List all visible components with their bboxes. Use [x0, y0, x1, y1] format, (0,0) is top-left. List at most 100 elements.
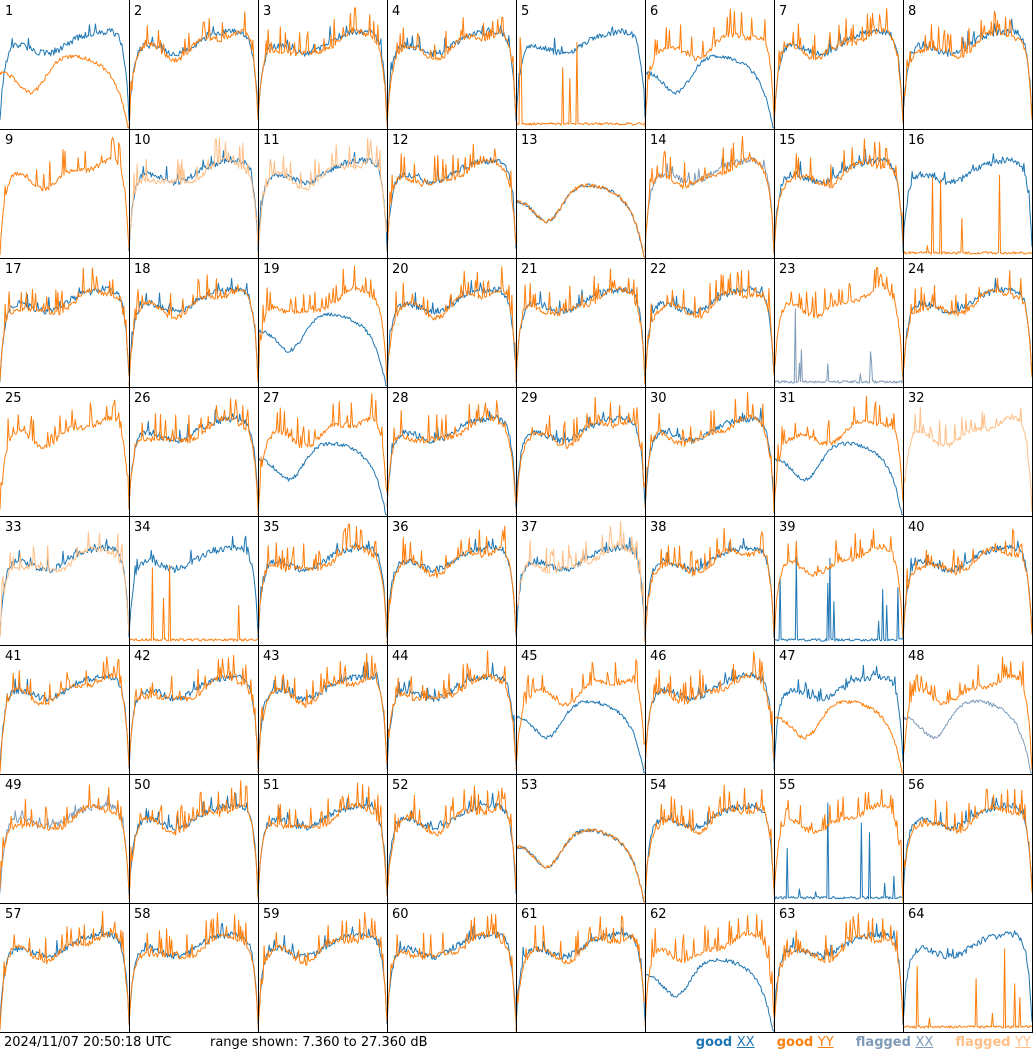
panel-51: 51 — [257, 778, 388, 896]
series-yy-60 — [386, 913, 517, 1022]
panel-label: 64 — [908, 907, 925, 922]
series-xx-37 — [515, 537, 646, 639]
series-yy-30 — [644, 391, 775, 512]
series-xx-13 — [515, 183, 645, 258]
series-yy-20 — [386, 266, 517, 384]
series-yy-42 — [128, 654, 259, 768]
series-xx-17 — [0, 285, 130, 382]
series-yy-1 — [0, 54, 129, 129]
series-xx-34 — [128, 535, 259, 638]
panel-3: 3 — [257, 4, 388, 124]
series-yy-10 — [128, 137, 259, 253]
series-xx-53 — [515, 828, 645, 903]
panel-label: 41 — [5, 649, 22, 664]
panel-52: 52 — [386, 778, 517, 895]
panel-label: 53 — [521, 778, 538, 793]
panel-label: 59 — [263, 907, 280, 922]
series-yy-25 — [0, 399, 130, 510]
series-yy-6 — [644, 8, 775, 128]
series-yy-19 — [257, 265, 388, 381]
legend-label: good — [776, 1035, 814, 1050]
series-xx-33 — [0, 538, 130, 637]
panel-54: 54 — [644, 778, 775, 899]
panel-label: 43 — [263, 649, 280, 664]
series-xx-19 — [257, 312, 387, 387]
series-yy-14 — [644, 135, 775, 255]
series-yy-27 — [257, 393, 388, 515]
panel-44: 44 — [386, 649, 517, 769]
series-yy-53 — [515, 828, 645, 903]
panel-label: 28 — [392, 391, 409, 406]
panel-8: 8 — [902, 4, 1033, 123]
panel-10: 10 — [128, 133, 259, 253]
panel-21: 21 — [515, 262, 646, 385]
series-xx-48 — [902, 699, 1032, 774]
panel-label: 33 — [5, 520, 22, 535]
series-yy-7 — [773, 7, 904, 126]
panel-22: 22 — [644, 262, 775, 377]
series-xx-60 — [386, 925, 517, 1025]
series-xx-40 — [902, 540, 1033, 639]
series-xx-23 — [773, 308, 904, 384]
panel-label: 62 — [650, 907, 667, 922]
panel-label: 52 — [392, 778, 409, 793]
panel-label: 58 — [134, 907, 151, 922]
panel-label: 8 — [908, 4, 916, 19]
panel-label: 20 — [392, 262, 409, 277]
series-yy-34 — [128, 564, 259, 642]
series-yy-18 — [128, 274, 259, 386]
series-xx-46 — [644, 669, 775, 770]
panel-label: 22 — [650, 262, 667, 277]
series-yy-9 — [0, 137, 130, 255]
series-yy-4 — [386, 16, 517, 127]
series-yy-40 — [902, 528, 1033, 637]
panel-label: 30 — [650, 391, 667, 406]
panel-35: 35 — [257, 520, 388, 639]
panel-27: 27 — [257, 391, 388, 516]
panel-23: 23 — [773, 262, 904, 384]
panel-53: 53 — [515, 778, 645, 903]
panel-60: 60 — [386, 907, 517, 1025]
panel-42: 42 — [128, 649, 259, 769]
series-xx-27 — [257, 441, 387, 516]
series-yy-3 — [257, 7, 388, 124]
timestamp: 2024/11/07 20:50:18 UTC — [4, 1035, 172, 1050]
panel-label: 63 — [779, 907, 796, 922]
panel-55: 55 — [773, 778, 904, 902]
legend-label: flagged — [955, 1035, 1011, 1050]
legend-good-xx: good XX — [696, 1033, 755, 1053]
panel-label: 31 — [779, 391, 796, 406]
panel-61: 61 — [515, 907, 646, 1031]
panel-11: 11 — [257, 133, 388, 257]
legend-label: flagged — [855, 1035, 911, 1050]
series-xx-28 — [386, 410, 517, 508]
series-yy-58 — [128, 912, 259, 1026]
series-yy-23 — [773, 267, 904, 381]
series-yy-17 — [0, 267, 130, 381]
series-yy-43 — [257, 652, 388, 773]
panel-label: 15 — [779, 133, 796, 148]
range-text: range shown: 7.360 to 27.360 dB — [210, 1035, 428, 1050]
panel-label: 48 — [908, 649, 925, 664]
panel-label: 49 — [5, 778, 22, 793]
series-yy-52 — [386, 785, 517, 892]
series-xx-42 — [128, 673, 259, 769]
series-yy-29 — [515, 396, 646, 513]
panel-1: 1 — [0, 4, 130, 129]
panel-label: 1 — [5, 4, 13, 19]
panel-label: 23 — [779, 262, 796, 277]
panel-label: 11 — [263, 133, 280, 148]
series-xx-4 — [386, 25, 517, 121]
panel-label: 3 — [263, 4, 271, 19]
panel-5: 5 — [515, 4, 646, 126]
panel-label: 13 — [521, 133, 538, 148]
series-xx-30 — [644, 407, 775, 508]
series-yy-56 — [902, 788, 1033, 899]
series-xx-24 — [902, 277, 1033, 377]
panel-label: 9 — [5, 133, 13, 148]
panel-39: 39 — [773, 520, 904, 642]
series-yy-55 — [773, 788, 904, 902]
panel-label: 60 — [392, 907, 409, 922]
legend-pol: YY — [1015, 1035, 1031, 1050]
series-xx-11 — [257, 151, 388, 252]
